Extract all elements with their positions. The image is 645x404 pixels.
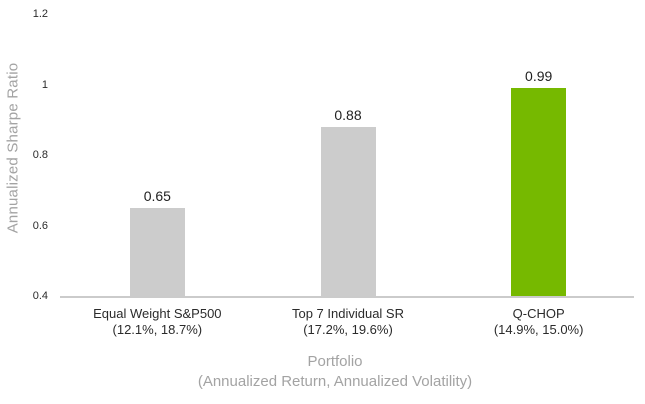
- category-name: Q-CHOP: [512, 306, 565, 321]
- x-axis-title-main: Portfolio: [307, 353, 363, 370]
- bar-value-top-7-individual-sr: 0.88: [334, 106, 362, 123]
- x-axis-baseline: [60, 296, 634, 298]
- category-return-volatility: (17.2%, 19.6%): [303, 322, 393, 338]
- bar-top-7-individual-sr: [320, 126, 376, 296]
- y-tick-1: 1: [41, 78, 48, 91]
- category-name: Equal Weight S&P500: [93, 306, 222, 321]
- category-return-volatility: (14.9%, 15.0%): [493, 322, 584, 338]
- y-tick-1.2: 1.2: [32, 8, 48, 20]
- y-tick-0.8: 0.8: [32, 149, 48, 161]
- category-label-top-7-individual-sr: Top 7 Individual SR (17.2%, 19.6%): [238, 306, 458, 339]
- y-tick-0.4: 0.4: [32, 290, 48, 302]
- category-label-q-chop: Q-CHOP (14.9%, 15.0%): [429, 306, 645, 339]
- x-axis-title-sub: (Annualized Return, Annualized Volatilit…: [197, 372, 473, 390]
- x-axis-title: Portfolio (Annualized Return, Annualized…: [30, 352, 640, 391]
- category-label-equal-weight-s-p500: Equal Weight S&P500 (12.1%, 18.7%): [47, 306, 267, 339]
- y-tick-0.6: 0.6: [32, 219, 48, 232]
- bar-value-equal-weight-s-p500: 0.65: [143, 187, 171, 204]
- bar-q-chop: [511, 88, 567, 296]
- category-name: Top 7 Individual SR: [291, 306, 404, 321]
- bar-value-q-chop: 0.99: [525, 68, 553, 85]
- bar-equal-weight-s-p500: [129, 207, 185, 296]
- category-return-volatility: (12.1%, 18.7%): [112, 322, 203, 338]
